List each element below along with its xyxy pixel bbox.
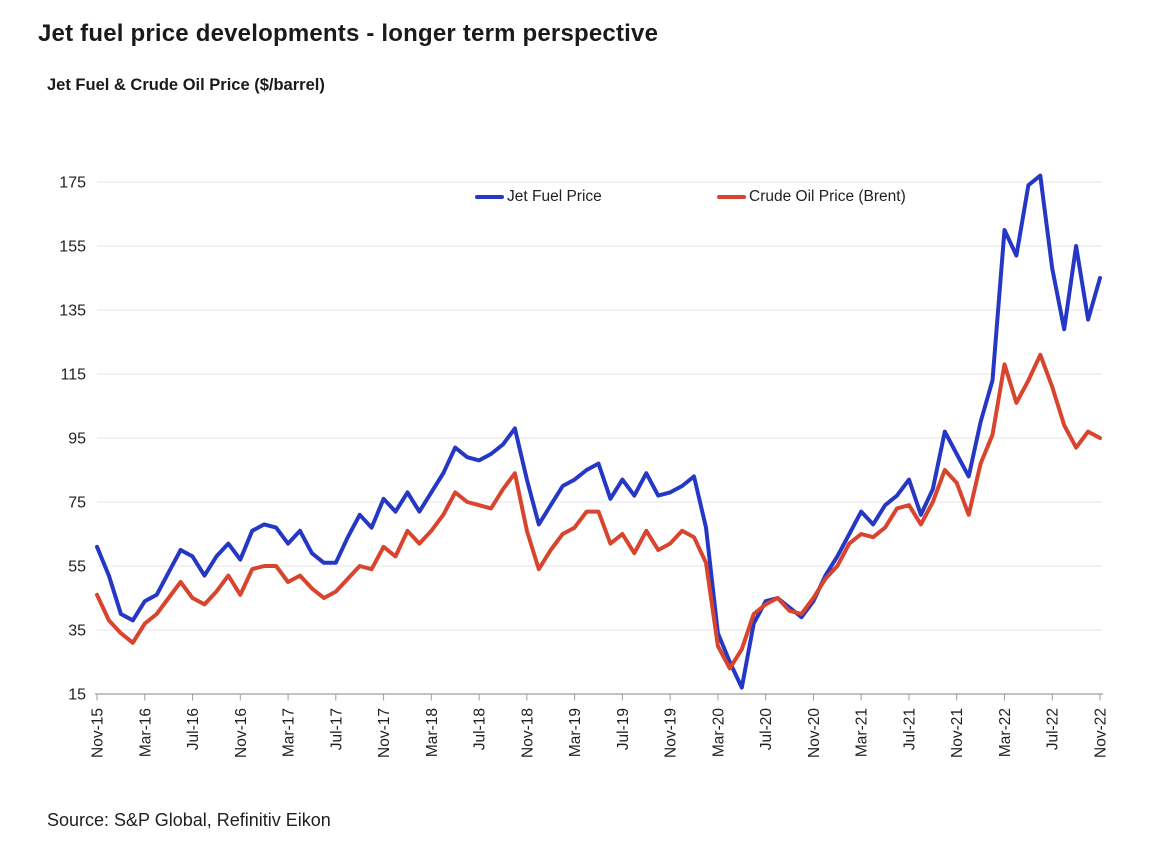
x-axis-label-Jul-16: Jul-16 (185, 708, 202, 750)
x-axis-label-Jul-19: Jul-19 (615, 708, 632, 750)
crude-oil-price-line (95, 352, 1102, 671)
x-axis-label-Jul-18: Jul-18 (472, 708, 489, 750)
y-axis-label-15: 15 (68, 687, 86, 704)
x-axis-label-Jul-17: Jul-17 (328, 708, 345, 750)
x-axis-label-Mar-21: Mar-21 (854, 708, 871, 757)
y-axis-label-175: 175 (59, 175, 86, 192)
y-axis-label-35: 35 (68, 623, 86, 640)
x-axis-label-Mar-22: Mar-22 (997, 708, 1014, 757)
x-axis-label-Nov-21: Nov-21 (949, 708, 966, 758)
y-axis-label-155: 155 (59, 239, 86, 256)
x-axis-label-Mar-20: Mar-20 (710, 708, 727, 757)
x-axis-label-Nov-17: Nov-17 (376, 708, 393, 758)
y-axis-label-75: 75 (68, 495, 86, 512)
legend-item-crude-oil: Crude Oil Price (Brent) (717, 188, 906, 206)
y-axis-label-55: 55 (68, 559, 86, 576)
x-axis-label-Nov-20: Nov-20 (806, 708, 823, 758)
axis-units-subtitle: Jet Fuel & Crude Oil Price ($/barrel) (47, 76, 325, 94)
jet-fuel-price-line (95, 173, 1102, 690)
y-axis-label-135: 135 (59, 303, 86, 320)
x-axis-label-Nov-15: Nov-15 (90, 708, 107, 758)
jet-fuel-legend-label: Jet Fuel Price (507, 188, 602, 205)
x-axis-label-Nov-22: Nov-22 (1093, 708, 1110, 758)
x-axis-label-Jul-22: Jul-22 (1045, 708, 1062, 750)
x-axis-label-Nov-16: Nov-16 (233, 708, 250, 758)
x-axis-label-Mar-16: Mar-16 (137, 708, 154, 757)
x-axis-label-Mar-19: Mar-19 (567, 708, 584, 757)
x-axis-label-Jul-21: Jul-21 (901, 708, 918, 750)
x-axis-label-Mar-17: Mar-17 (281, 708, 298, 757)
x-axis-label-Nov-18: Nov-18 (519, 708, 536, 758)
x-axis-label-Mar-18: Mar-18 (424, 708, 441, 757)
y-axis-label-115: 115 (60, 367, 86, 384)
page-title: Jet fuel price developments - longer ter… (38, 20, 659, 47)
crude-oil-legend-label: Crude Oil Price (Brent) (749, 188, 906, 205)
x-axis-label-Nov-19: Nov-19 (663, 708, 680, 758)
x-axis-label-Jul-20: Jul-20 (758, 708, 775, 751)
crude-oil-legend-swatch (717, 194, 746, 200)
jet-fuel-legend-swatch (475, 194, 504, 200)
source-attribution: Source: S&P Global, Refinitiv Eikon (47, 810, 331, 830)
legend-item-jet-fuel: Jet Fuel Price (475, 188, 602, 206)
y-axis-label-95: 95 (68, 431, 86, 448)
